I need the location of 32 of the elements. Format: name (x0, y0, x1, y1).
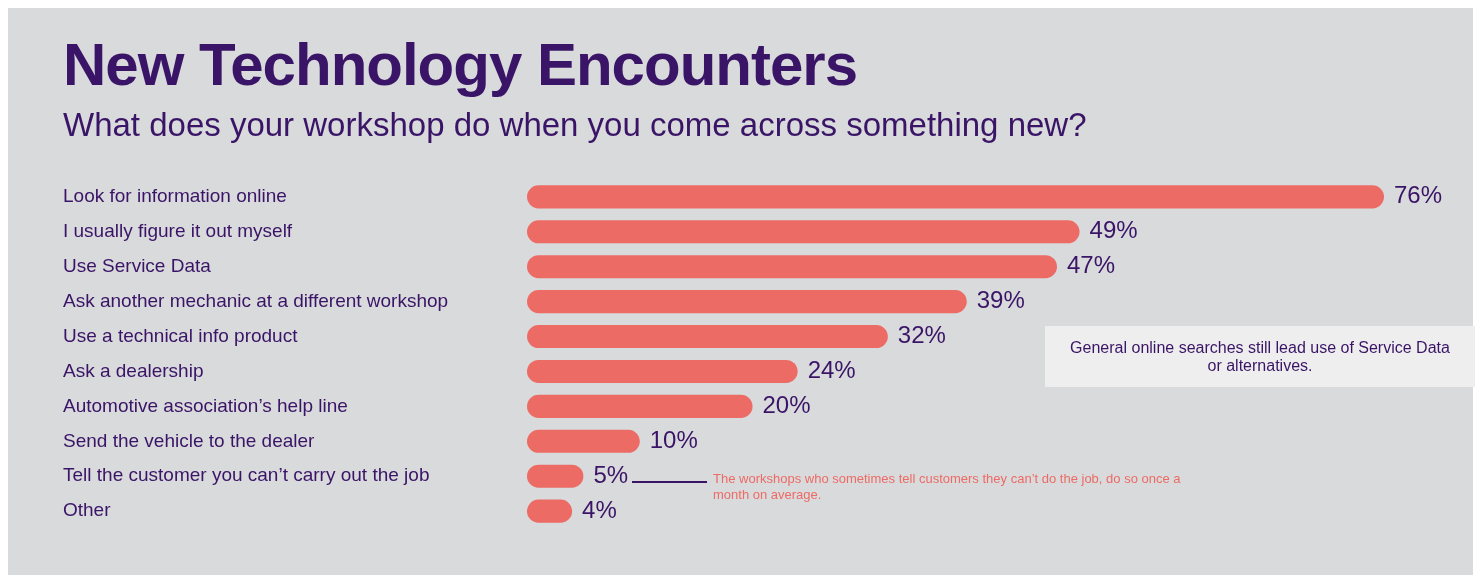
y-tick-label: Use Service Data (63, 254, 212, 276)
y-tick-label: I usually figure it out myself (63, 220, 293, 242)
data-label: 32% (897, 321, 946, 349)
y-tick-label: Other (63, 499, 112, 521)
bar (527, 429, 640, 453)
data-label: 47% (1066, 251, 1116, 279)
chart-title: New Technology Encounters (63, 30, 857, 99)
bar (527, 220, 1080, 244)
annotation: The workshops who sometimes tell customers they can’t do the job, do so once a month on average. (713, 471, 1182, 503)
y-tick-label: Use a technical info product (63, 324, 299, 346)
chart-subtitle: What does your workshop do when you come across something new? (63, 106, 1087, 144)
data-label: 20% (762, 391, 811, 419)
data-label: 24% (807, 356, 856, 384)
data-label: 10% (649, 425, 698, 453)
data-label: 49% (1089, 216, 1138, 244)
y-tick-label: Ask another mechanic at a different workshop (63, 289, 449, 311)
bar (527, 185, 1384, 209)
bar (527, 255, 1057, 279)
annotation: General online searches still lead use of Service Data or alternatives. (1045, 326, 1475, 387)
data-label: 39% (976, 286, 1025, 314)
bar (527, 394, 753, 418)
y-tick-label: Automotive association’s help line (63, 394, 348, 416)
bar (527, 325, 888, 349)
y-tick-label: Tell the customer you can’t carry out the job (63, 464, 430, 486)
y-tick-label: Send the vehicle to the dealer (63, 429, 316, 451)
data-label: 4% (582, 495, 617, 523)
y-tick-label: Ask a dealership (63, 359, 204, 381)
data-label: 76% (1394, 181, 1443, 209)
y-tick-label: Look for information online (63, 185, 287, 207)
data-label: 5% (593, 460, 629, 488)
bar (527, 290, 967, 314)
bar (527, 359, 798, 383)
